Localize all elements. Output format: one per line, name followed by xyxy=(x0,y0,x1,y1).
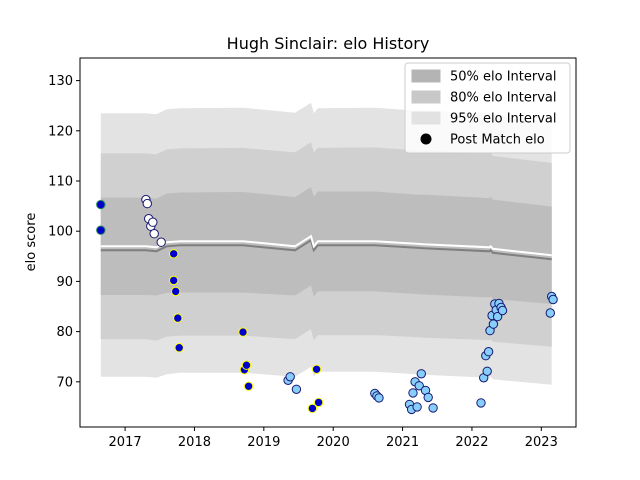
mean-line-shadow xyxy=(100,238,552,261)
y-tick-label-100: 100 xyxy=(48,225,73,240)
data-point-23 xyxy=(313,397,324,408)
y-axis: 70 80 90 100 110 120 130 xyxy=(48,74,80,390)
data-point-3 xyxy=(142,198,153,209)
y-tick-label-80: 80 xyxy=(56,325,73,340)
data-point-31 xyxy=(412,402,422,412)
data-point-32 xyxy=(414,381,424,391)
data-point-47 xyxy=(492,311,503,322)
data-point-29 xyxy=(408,388,418,398)
data-point-26 xyxy=(374,393,384,403)
legend-swatch-2 xyxy=(411,111,441,125)
y-tick-label-110: 110 xyxy=(48,175,73,190)
data-point-50 xyxy=(497,305,508,316)
data-point-53 xyxy=(548,294,558,305)
legend-box xyxy=(404,62,571,154)
legend-marker-3 xyxy=(420,133,432,145)
data-point-9 xyxy=(169,249,179,259)
y-tick-label-90: 90 xyxy=(56,275,73,290)
legend-label-3: Post Match elo xyxy=(450,133,545,148)
data-point-20 xyxy=(291,384,302,394)
x-tick-label-2023: 2023 xyxy=(525,435,558,450)
data-point-35 xyxy=(423,392,433,403)
x-tick-label-2019: 2019 xyxy=(247,435,280,450)
data-point-0 xyxy=(96,199,106,210)
data-point-1 xyxy=(96,225,106,235)
y-tick-label-70: 70 xyxy=(56,375,73,390)
data-point-13 xyxy=(174,343,184,353)
legend-label-2: 95% elo Interval xyxy=(450,112,557,127)
data-point-19 xyxy=(285,372,295,382)
data-point-6 xyxy=(148,217,158,227)
legend-label-0: 50% elo Interval xyxy=(450,70,557,85)
legend-swatch-0 xyxy=(411,69,441,83)
data-point-8 xyxy=(156,237,166,247)
data-point-36 xyxy=(428,403,438,413)
data-point-44 xyxy=(488,319,499,329)
data-point-17 xyxy=(243,381,254,391)
legend-swatch-1 xyxy=(411,90,441,104)
x-tick-label-2017: 2017 xyxy=(109,435,142,450)
chart-title: Hugh Sinclair: elo History xyxy=(227,34,430,53)
legend-label-1: 80% elo Interval xyxy=(450,91,557,106)
data-point-12 xyxy=(173,313,183,323)
y-tick-label-130: 130 xyxy=(48,74,73,89)
data-point-10 xyxy=(169,275,179,286)
legend: 50% elo Interval 80% elo Interval 95% elo … xyxy=(404,62,571,154)
data-point-40 xyxy=(482,366,492,376)
x-tick-label-2018: 2018 xyxy=(178,435,211,450)
data-point-33 xyxy=(416,369,426,379)
data-point-21 xyxy=(307,403,318,414)
y-axis-label: elo score xyxy=(24,213,39,272)
x-tick-label-2021: 2021 xyxy=(386,435,419,450)
data-point-7 xyxy=(149,229,159,239)
post-match-points xyxy=(96,194,558,415)
x-tick-label-2020: 2020 xyxy=(317,435,350,450)
y-tick-label-120: 120 xyxy=(48,124,73,139)
data-point-14 xyxy=(238,327,248,337)
data-point-37 xyxy=(476,398,486,408)
x-axis: 2017 2018 2019 2020 2021 2022 2023 xyxy=(109,427,558,450)
x-tick-label-2022: 2022 xyxy=(455,435,488,450)
data-point-11 xyxy=(171,286,181,297)
plot-frame xyxy=(79,57,577,428)
data-point-41 xyxy=(483,347,494,357)
data-point-22 xyxy=(311,364,322,374)
data-point-51 xyxy=(545,308,555,318)
data-point-16 xyxy=(241,360,252,370)
